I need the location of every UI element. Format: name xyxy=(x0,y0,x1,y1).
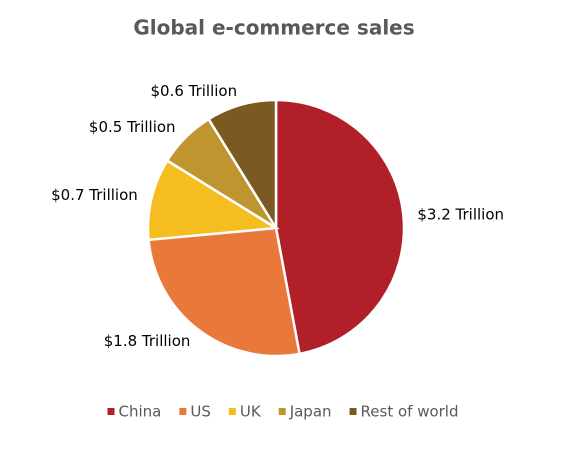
legend-label: China xyxy=(118,403,161,421)
pie-slice xyxy=(146,158,280,242)
data-label: $0.5 Trillion xyxy=(89,118,176,136)
legend-marker xyxy=(278,408,286,415)
data-label: $3.2 Trillion xyxy=(417,205,504,223)
legend-marker xyxy=(179,408,187,415)
pie-slice xyxy=(274,98,406,356)
pie-slice xyxy=(147,226,301,358)
legend-label: UK xyxy=(240,403,262,421)
pie-slice xyxy=(206,98,278,233)
chart-title: Global e-commerce sales xyxy=(133,16,414,40)
data-label: $0.7 Trillion xyxy=(51,186,138,204)
legend-label: US xyxy=(190,403,211,421)
data-label: $1.8 Trillion xyxy=(104,332,191,350)
legend-marker xyxy=(107,408,115,415)
legend-label: Rest of world xyxy=(361,403,459,421)
legend-label: Japan xyxy=(289,403,332,421)
legend-marker xyxy=(228,408,236,415)
data-label: $0.6 Trillion xyxy=(150,82,237,100)
legend-marker xyxy=(349,408,357,415)
